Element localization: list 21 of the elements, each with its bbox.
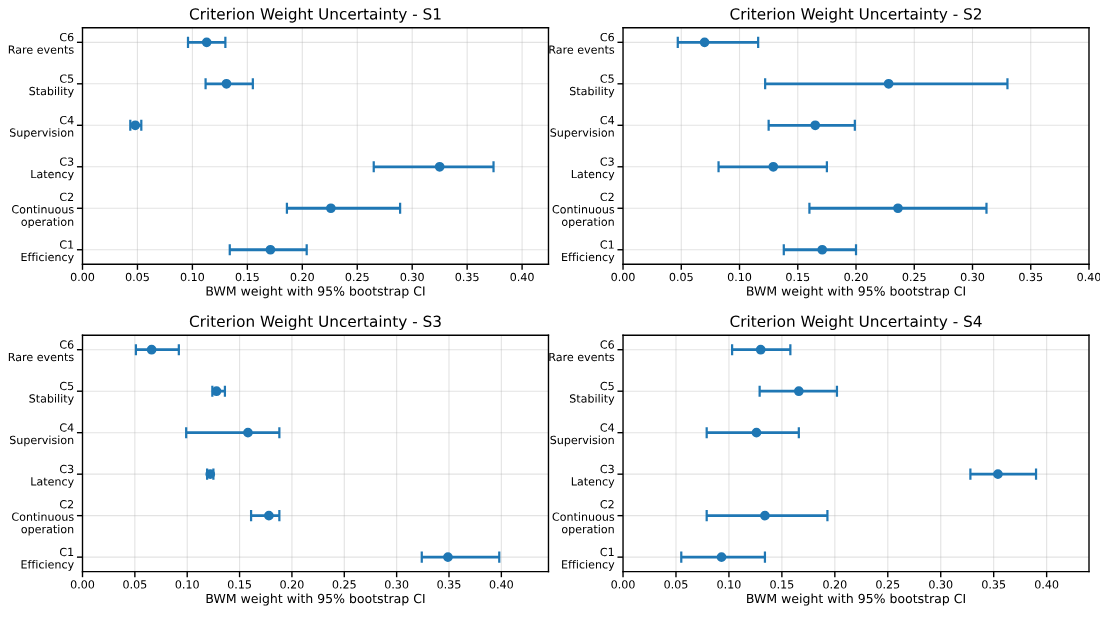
point xyxy=(716,552,727,562)
point xyxy=(243,427,253,438)
point xyxy=(699,37,710,48)
point xyxy=(221,78,232,89)
point xyxy=(201,37,212,48)
point xyxy=(434,161,445,172)
point xyxy=(817,244,828,255)
point xyxy=(265,244,276,255)
point xyxy=(264,510,274,521)
point xyxy=(893,203,903,214)
point xyxy=(146,344,157,355)
point xyxy=(810,120,821,131)
point xyxy=(751,427,762,438)
point xyxy=(760,510,770,521)
point xyxy=(883,78,894,89)
point xyxy=(755,344,766,355)
point xyxy=(768,161,779,172)
point xyxy=(793,386,804,397)
point xyxy=(326,203,336,214)
point xyxy=(443,552,453,562)
point xyxy=(993,469,1003,480)
